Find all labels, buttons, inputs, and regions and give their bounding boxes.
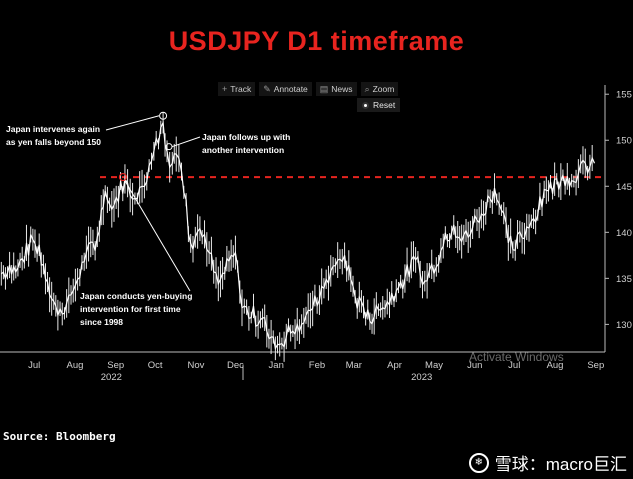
toolbar-label: News bbox=[331, 84, 353, 94]
y-tick-label: 145 bbox=[616, 182, 632, 193]
x-tick-label: Aug bbox=[67, 360, 84, 371]
y-tick-label: 150 bbox=[616, 136, 632, 147]
toolbar-news-button[interactable]: ▤ News bbox=[315, 82, 357, 96]
leader-intervene-again bbox=[105, 115, 160, 131]
annotation-follow-up: Japan follows up with another interventi… bbox=[202, 132, 291, 155]
y-tick-label: 135 bbox=[616, 274, 632, 285]
snowball-logo-icon: ❄ bbox=[468, 452, 489, 473]
toolbar-annotate-button[interactable]: ✎ Annotate bbox=[259, 82, 312, 96]
brand-text: 雪球：macro巨汇 bbox=[494, 455, 627, 474]
price-line bbox=[0, 120, 596, 351]
annotation-first-intervention: Japan conducts yen-buying intervention f… bbox=[80, 291, 193, 327]
activate-windows-watermark: Activate Windows bbox=[469, 350, 564, 364]
leader-follow-up bbox=[171, 136, 201, 148]
chart-axes bbox=[0, 85, 606, 380]
x-year-label: 2022 bbox=[101, 372, 122, 383]
x-tick-label: Jul bbox=[28, 360, 40, 371]
x-tick-label: May bbox=[425, 360, 443, 371]
x-tick-label: Feb bbox=[309, 360, 325, 371]
y-tick-label: 155 bbox=[616, 90, 632, 101]
toolbar-zoom-button[interactable]: ⌕ Zoom bbox=[360, 82, 399, 96]
reset-button[interactable]: Reset bbox=[357, 98, 401, 112]
brand-footer: ❄ 雪球：macro巨汇 bbox=[468, 450, 627, 475]
x-tick-label: Apr bbox=[387, 360, 402, 371]
x-tick-label: Jan bbox=[269, 360, 284, 371]
leader-first-intervention bbox=[124, 180, 191, 292]
marker-intervene-again bbox=[159, 111, 168, 120]
chart-toolbar: + Track ✎ Annotate ▤ News ⌕ Zoom bbox=[218, 82, 399, 96]
x-tick-label: Sep bbox=[587, 360, 604, 371]
toolbar-label: Zoom bbox=[372, 84, 395, 94]
toolbar-track-button[interactable]: + Track bbox=[218, 82, 256, 96]
y-axis-labels: 130 135 140 145 150 155 bbox=[605, 90, 632, 331]
reset-icon bbox=[362, 101, 369, 109]
x-tick-label: Jul bbox=[508, 360, 520, 371]
x-tick-label: Oct bbox=[148, 360, 163, 371]
price-series bbox=[0, 112, 596, 362]
news-icon: ▤ bbox=[319, 83, 329, 94]
crosshair-icon: + bbox=[222, 84, 228, 94]
x-tick-label: Nov bbox=[188, 360, 205, 371]
x-tick-label: Mar bbox=[346, 360, 362, 371]
x-axis-labels: Jul Aug Sep Oct Nov Dec Jan Feb Mar Apr May Jun Jul A… bbox=[28, 360, 604, 383]
magnifier-icon: ⌕ bbox=[364, 83, 370, 94]
marker-first-intervention bbox=[118, 172, 128, 182]
annotation-markers bbox=[105, 111, 201, 292]
y-tick-label: 130 bbox=[616, 320, 632, 331]
x-tick-label: Sep bbox=[107, 360, 124, 371]
source-note: Source: Bloomberg bbox=[3, 430, 116, 443]
x-tick-label: Aug bbox=[547, 360, 564, 371]
x-tick-label: Dec bbox=[227, 360, 244, 371]
toolbar-label: Annotate bbox=[273, 84, 308, 94]
pencil-icon: ✎ bbox=[263, 83, 271, 94]
x-year-label: 2023 bbox=[411, 372, 432, 383]
reset-label: Reset bbox=[373, 100, 396, 110]
x-tick-label: Jun bbox=[467, 360, 482, 371]
annotation-intervene-again: Japan intervenes again as yen falls beyo… bbox=[6, 124, 101, 147]
toolbar-label: Track bbox=[230, 84, 252, 94]
page-title: USDJPY D1 timeframe bbox=[168, 26, 465, 56]
y-tick-label: 140 bbox=[616, 228, 632, 239]
